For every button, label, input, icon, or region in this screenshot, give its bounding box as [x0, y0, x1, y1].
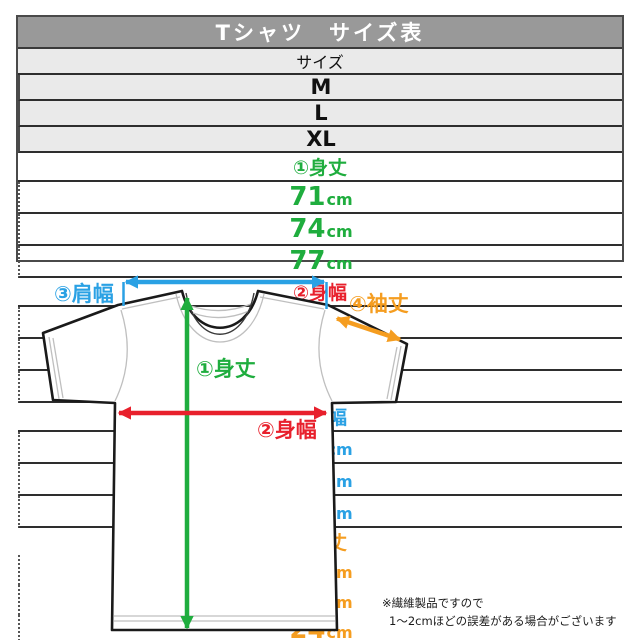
stitch-details: [48, 293, 402, 622]
table-title: Tシャツ サイズ表: [18, 17, 622, 49]
diagram-label-shoulder-width: ③肩幅: [54, 282, 114, 306]
note-line-2: 1～2cmほどの誤差がある場合がございます: [389, 613, 617, 628]
col-header-xl: XL: [18, 127, 622, 153]
cell-body-length-l: 74 cm: [18, 214, 622, 246]
tshirt-outline: [41, 289, 409, 632]
cell-body-length-m: 71 cm: [18, 182, 622, 214]
row-label-body-length: ①身丈: [18, 153, 622, 182]
sleeve-length-arrow: [335, 315, 402, 343]
col-header-size: サイズ: [18, 49, 622, 75]
diagram-label-body-length: ①身丈: [196, 357, 256, 381]
col-header-m: M: [18, 75, 622, 101]
size-table: Tシャツ サイズ表 サイズ M L XL ①身丈 71 cm 74 cm 77 cm …: [16, 15, 624, 640]
diagram-label-sleeve-length: ④袖丈: [349, 292, 409, 316]
disclaimer-note: ※繊維製品ですので 1～2cmほどの誤差がある場合がございます: [382, 595, 617, 631]
note-line-1: ※繊維製品ですので: [382, 596, 484, 610]
shoulder-width-arrow: [122, 275, 328, 309]
diagram-label-body-width: ②身幅: [257, 418, 317, 442]
tshirt-measurement-diagram: ③肩幅 ④袖丈 ①身丈 ②身幅: [41, 275, 409, 632]
col-header-l: L: [18, 101, 622, 127]
